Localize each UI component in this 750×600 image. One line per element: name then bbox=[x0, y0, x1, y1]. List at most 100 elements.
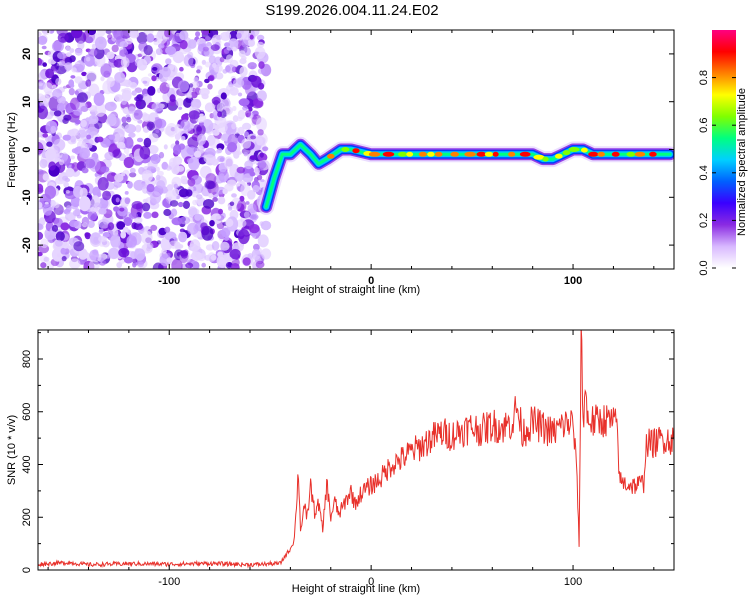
noise-blob bbox=[165, 123, 178, 138]
noise-blob bbox=[45, 148, 57, 160]
noise-blob bbox=[206, 134, 216, 146]
noise-blob bbox=[247, 62, 257, 70]
ridge-hotspot bbox=[406, 151, 414, 157]
noise-blob bbox=[216, 254, 229, 268]
noise-blob bbox=[217, 122, 228, 133]
noise-blob bbox=[256, 34, 265, 41]
noise-blob bbox=[171, 163, 180, 175]
noise-blob bbox=[81, 71, 87, 77]
noise-blob bbox=[143, 211, 152, 219]
noise-blob bbox=[240, 183, 251, 197]
noise-blob bbox=[53, 69, 58, 73]
noise-blob bbox=[70, 75, 76, 79]
noise-blob bbox=[195, 31, 201, 37]
noise-blob bbox=[74, 48, 83, 56]
noise-blob bbox=[204, 180, 215, 190]
noise-blob bbox=[219, 31, 232, 41]
noise-blob bbox=[228, 38, 239, 48]
noise-blob bbox=[81, 222, 88, 228]
noise-blob bbox=[88, 114, 99, 125]
noise-blob bbox=[61, 256, 67, 262]
noise-blob bbox=[197, 145, 205, 154]
noise-blob bbox=[97, 219, 110, 229]
noise-blob bbox=[124, 124, 137, 134]
noise-blob bbox=[217, 111, 223, 118]
noise-blob bbox=[81, 167, 89, 174]
colorbar: 0.0 0.2 0.4 0.6 0.8 Normalized spectral ampl… bbox=[698, 30, 748, 276]
noise-blob bbox=[60, 222, 70, 231]
noise-blob bbox=[243, 151, 248, 157]
noise-blob bbox=[70, 155, 75, 160]
noise-blob bbox=[133, 262, 139, 266]
noise-blob bbox=[248, 224, 260, 234]
ridge-hotspot bbox=[597, 151, 605, 157]
noise-blob bbox=[73, 241, 85, 252]
noise-blob bbox=[141, 202, 151, 212]
noise-blob bbox=[69, 258, 81, 269]
spectrogram-xtick-label: 0 bbox=[368, 275, 374, 287]
noise-blob bbox=[139, 183, 148, 189]
noise-blob bbox=[256, 137, 263, 146]
noise-blob bbox=[134, 248, 146, 261]
noise-blob bbox=[107, 222, 115, 231]
noise-blob bbox=[55, 239, 63, 247]
noise-blob bbox=[201, 59, 207, 65]
noise-blob bbox=[73, 109, 83, 116]
noise-blob bbox=[150, 191, 162, 204]
snr-series bbox=[38, 330, 674, 569]
noise-blob bbox=[154, 103, 163, 115]
noise-blob bbox=[80, 143, 88, 150]
ridge-hotspot bbox=[533, 154, 545, 160]
noise-blob bbox=[124, 191, 129, 195]
noise-blob bbox=[119, 41, 129, 48]
noise-blob bbox=[253, 243, 260, 251]
noise-blob bbox=[89, 249, 99, 261]
noise-blob bbox=[126, 235, 137, 248]
noise-blob bbox=[239, 58, 247, 65]
noise-blob bbox=[219, 157, 225, 162]
noise-blob bbox=[104, 151, 115, 161]
noise-blob bbox=[63, 85, 68, 89]
noise-blob bbox=[199, 113, 204, 117]
noise-blob bbox=[196, 65, 203, 71]
noise-blob bbox=[183, 54, 194, 67]
noise-blob bbox=[118, 247, 130, 258]
noise-blob bbox=[180, 135, 186, 141]
noise-blob bbox=[197, 133, 207, 146]
noise-blob bbox=[98, 235, 108, 243]
noise-blob bbox=[118, 141, 124, 147]
noise-blob bbox=[165, 165, 172, 171]
noise-blob bbox=[65, 190, 70, 194]
noise-blob bbox=[42, 133, 49, 138]
noise-blob bbox=[257, 129, 264, 136]
snr-ytick-label: 400 bbox=[21, 455, 33, 473]
spectrogram-xtick-label: -100 bbox=[158, 275, 180, 287]
noise-blob bbox=[69, 220, 79, 228]
noise-blob bbox=[144, 225, 150, 231]
noise-blob bbox=[110, 234, 121, 248]
noise-blob bbox=[141, 170, 153, 183]
noise-blob bbox=[193, 77, 199, 83]
noise-blob bbox=[55, 78, 62, 86]
noise-blob bbox=[163, 208, 172, 217]
noise-blob bbox=[257, 82, 265, 90]
noise-blob bbox=[64, 57, 73, 65]
noise-blob bbox=[44, 201, 49, 205]
noise-blob bbox=[203, 154, 215, 164]
noise-blob bbox=[188, 39, 197, 49]
noise-blob bbox=[202, 46, 209, 52]
noise-blob bbox=[222, 188, 228, 195]
noise-blob bbox=[71, 67, 77, 73]
noise-blob bbox=[211, 241, 220, 251]
noise-blob bbox=[87, 30, 96, 36]
noise-blob bbox=[88, 48, 98, 57]
noise-blob bbox=[102, 190, 112, 201]
spectrogram-ytick-label: -10 bbox=[21, 189, 33, 205]
noise-blob bbox=[236, 32, 242, 39]
ridge-hotspot bbox=[626, 151, 636, 157]
noise-blob bbox=[173, 144, 182, 155]
noise-blob bbox=[169, 200, 179, 207]
noise-blob bbox=[155, 48, 163, 56]
noise-blob bbox=[242, 122, 252, 130]
noise-blob bbox=[185, 96, 194, 104]
